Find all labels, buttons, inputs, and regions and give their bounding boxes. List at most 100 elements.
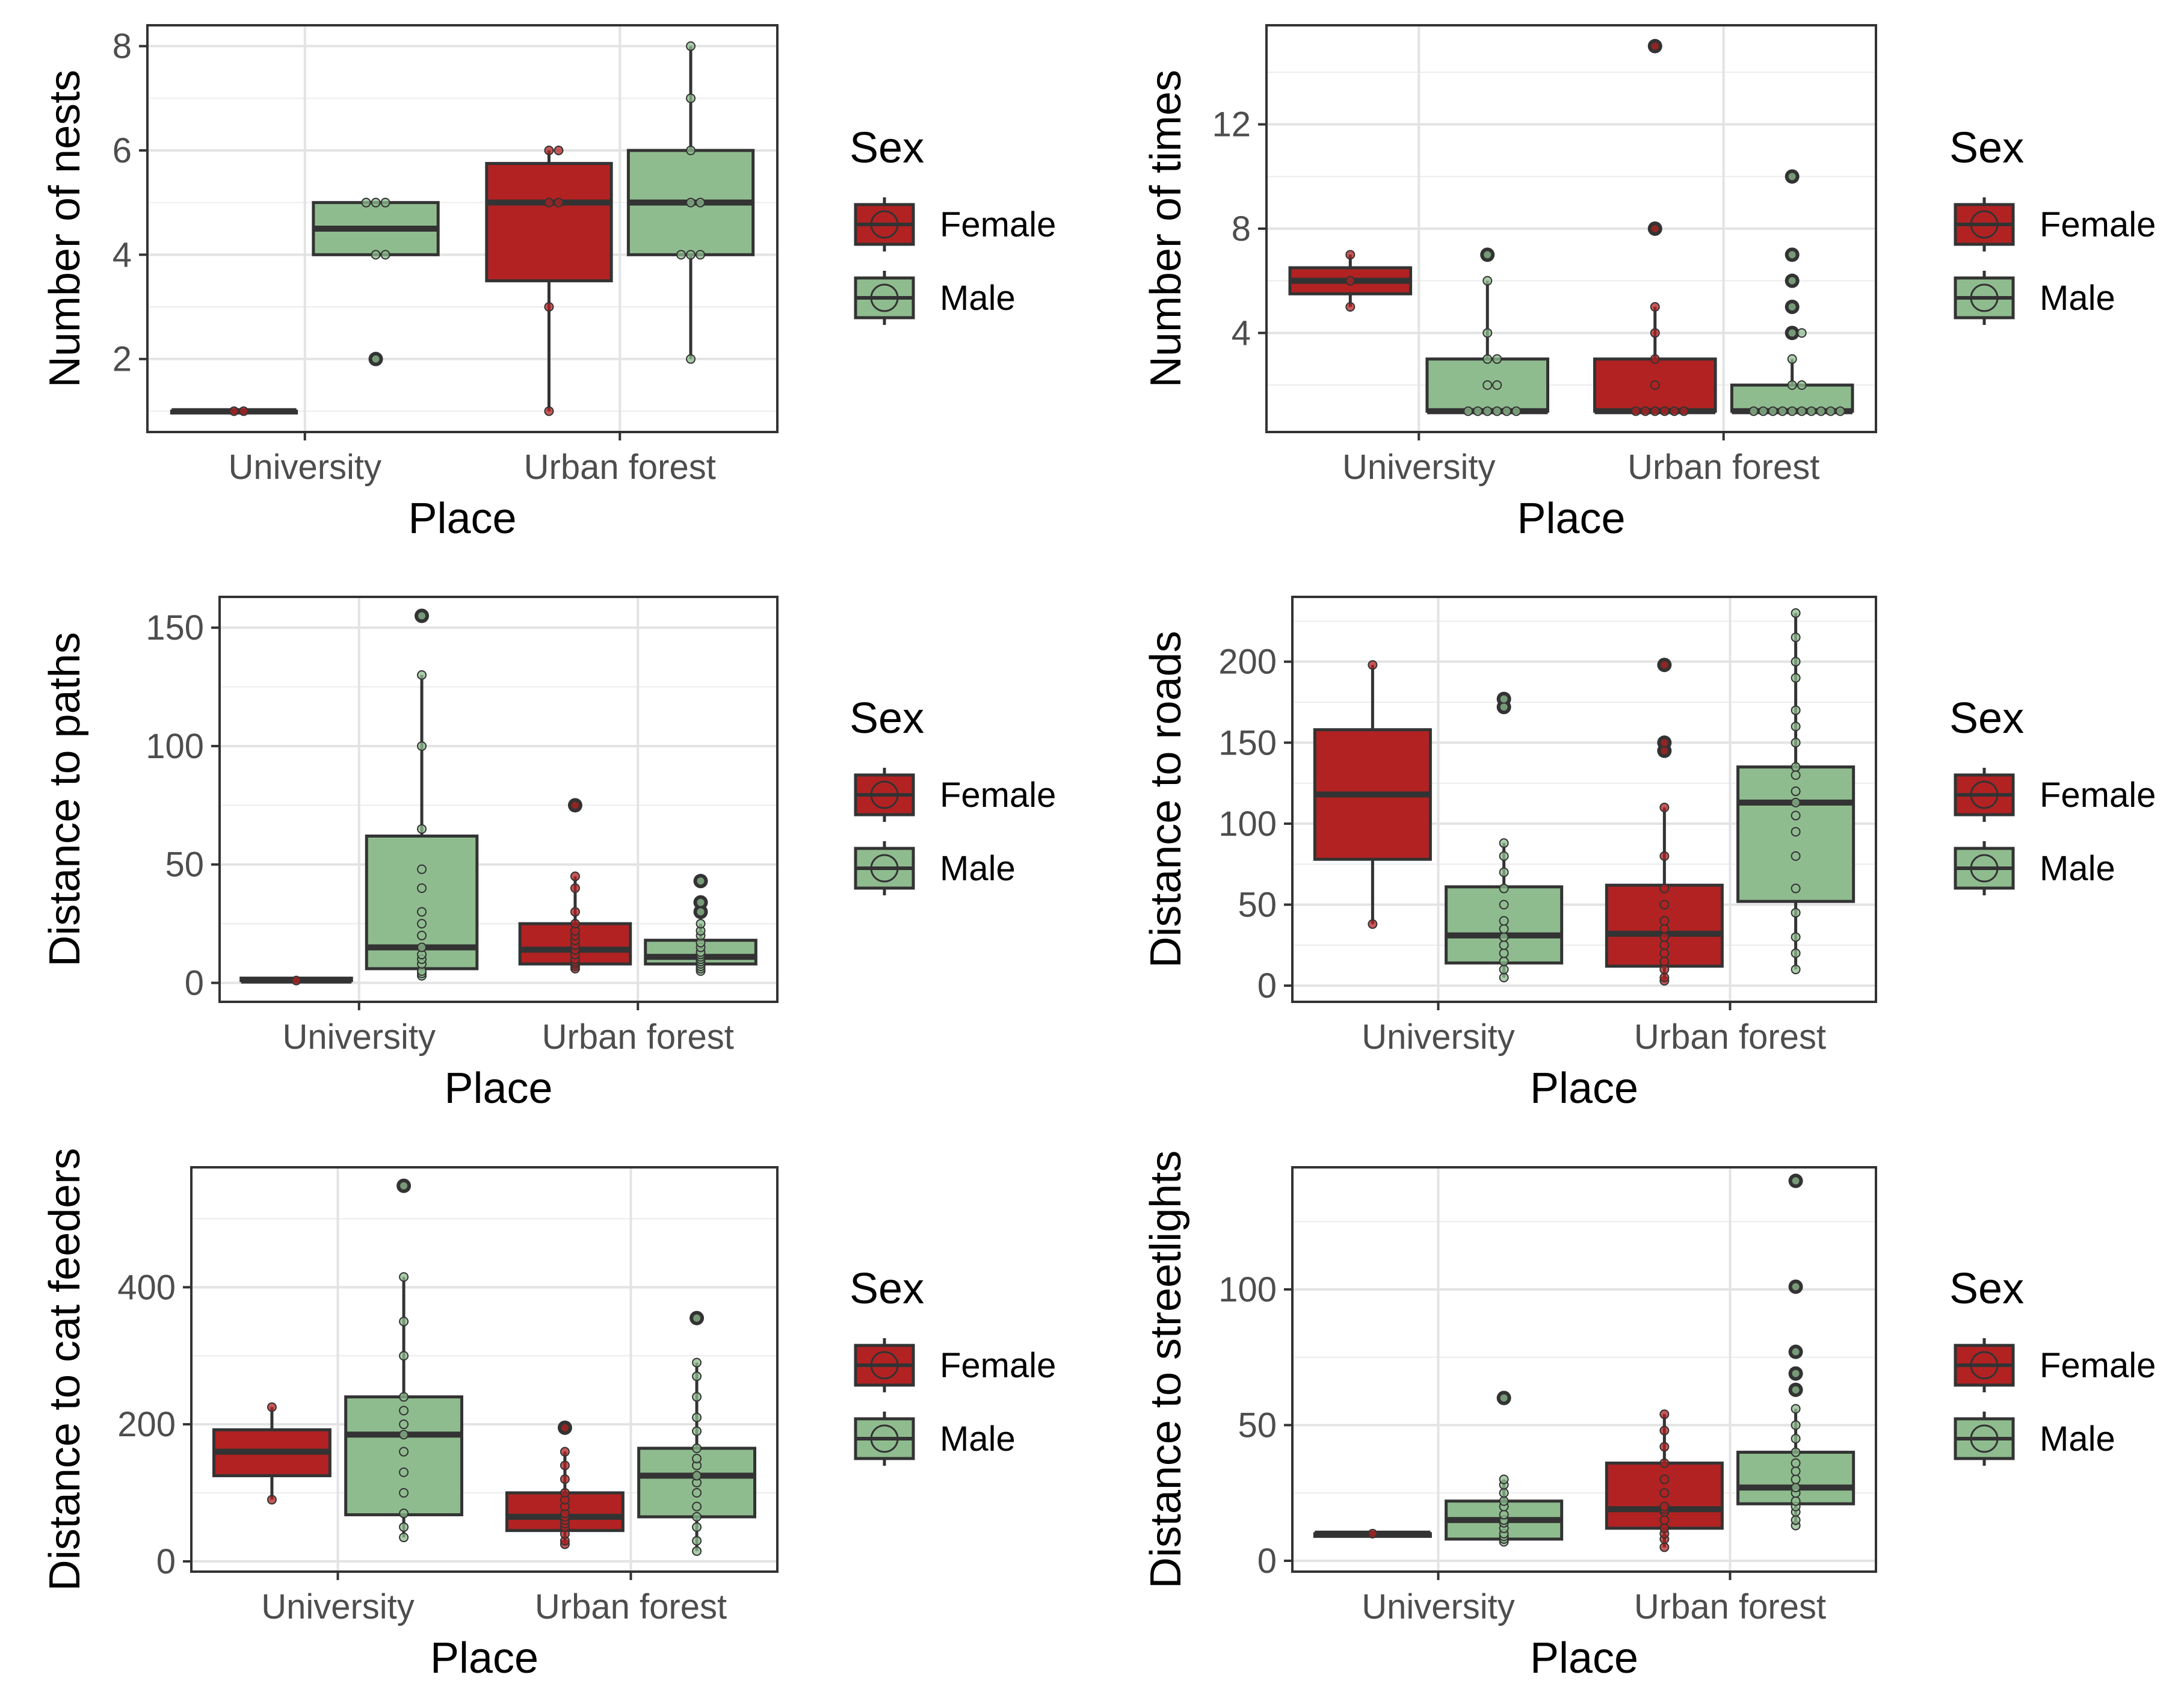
y-tick-label: 150: [1218, 723, 1277, 762]
data-point: [1499, 948, 1509, 959]
box-female-urban-forest: [1605, 1409, 1724, 1552]
x-axis-title: Place: [408, 495, 516, 543]
data-point: [399, 1272, 409, 1282]
data-point: [692, 1536, 702, 1546]
data-point: [560, 1422, 570, 1433]
box-male-urban-forest: [626, 41, 755, 364]
legend-label-female: Female: [940, 776, 1056, 815]
legend: Sex Female Male: [1949, 1265, 2156, 1466]
data-point: [1659, 746, 1670, 756]
data-point: [570, 907, 580, 917]
x-tick-label: University: [282, 1017, 436, 1057]
legend-title: Sex: [1949, 694, 2024, 742]
panel-border: [218, 596, 779, 1003]
data-point: [1791, 1385, 1801, 1395]
legend-key-point: [1970, 854, 1999, 883]
legend-label-female: Female: [2040, 1346, 2156, 1385]
data-point: [544, 197, 554, 208]
data-point: [1659, 1474, 1670, 1484]
data-point: [399, 1488, 409, 1498]
data-point: [399, 1467, 409, 1477]
data-point: [692, 1412, 702, 1422]
data-point: [570, 871, 580, 881]
data-point: [380, 250, 390, 260]
box-male-university: [1445, 691, 1564, 983]
y-tick-label: 150: [146, 608, 204, 647]
data-point: [692, 1371, 702, 1382]
data-point: [1463, 406, 1473, 416]
data-point: [371, 197, 381, 208]
data-point: [417, 670, 427, 680]
legend-label-male: Male: [2040, 279, 2115, 318]
data-point: [696, 876, 706, 886]
data-point: [692, 1454, 702, 1464]
data-point: [570, 919, 580, 929]
data-point: [1791, 1515, 1801, 1525]
data-point: [554, 197, 564, 208]
data-point: [1499, 1474, 1509, 1484]
data-point: [560, 1488, 570, 1498]
data-point: [1659, 660, 1670, 670]
y-tick-label: 0: [1257, 1542, 1277, 1581]
data-point: [1659, 1542, 1670, 1552]
box-female-urban-forest: [1593, 39, 1717, 416]
data-point: [1791, 1368, 1801, 1378]
data-point: [1499, 694, 1509, 704]
y-tick-label: 0: [185, 964, 204, 1003]
box-female-urban-forest: [518, 798, 632, 974]
box-female-university: [1313, 660, 1432, 929]
data-point: [686, 354, 696, 364]
data-point: [1791, 1466, 1801, 1477]
data-point: [399, 1392, 409, 1402]
data-point: [399, 1317, 409, 1327]
data-point: [1659, 1425, 1670, 1436]
y-tick-label: 100: [1218, 804, 1277, 844]
legend-label-male: Male: [940, 279, 1016, 318]
data-point: [1345, 302, 1356, 312]
data-point: [380, 197, 390, 208]
panel-border: [146, 24, 779, 433]
y-tick-label: 50: [165, 845, 204, 885]
box-female-university: [170, 406, 298, 416]
data-point: [361, 197, 371, 208]
legend-title: Sex: [1949, 124, 2024, 172]
box-male-university: [1425, 247, 1549, 416]
y-axis-title: Distance to cat feeders: [41, 1148, 89, 1591]
data-point: [1630, 406, 1641, 416]
y-tick-label: 100: [1218, 1270, 1277, 1309]
data-point: [1650, 41, 1660, 51]
data-point: [1791, 810, 1801, 821]
legend-key-point: [870, 210, 899, 239]
x-tick-label: University: [261, 1587, 415, 1626]
data-point: [1758, 406, 1768, 416]
data-point: [570, 883, 580, 894]
legend-label-female: Female: [2040, 205, 2156, 244]
data-point: [1777, 406, 1788, 416]
y-tick-label: 8: [113, 27, 132, 66]
box-body: [485, 162, 613, 283]
data-point: [399, 1446, 409, 1457]
y-tick-label: 2: [113, 340, 132, 379]
data-point: [1650, 406, 1660, 416]
data-point: [692, 1357, 702, 1368]
data-point: [399, 1419, 409, 1430]
data-point: [417, 611, 427, 621]
data-point: [1791, 1447, 1801, 1457]
data-point: [1482, 406, 1493, 416]
data-point: [1791, 770, 1801, 780]
legend-key-point: [870, 1424, 899, 1453]
data-point: [1499, 702, 1509, 712]
data-point: [1659, 1409, 1670, 1419]
data-point: [1791, 1483, 1801, 1493]
data-point: [1791, 1282, 1801, 1292]
data-point: [1499, 940, 1509, 950]
data-point: [1659, 1442, 1670, 1452]
data-point: [1787, 171, 1797, 182]
legend-title: Sex: [850, 124, 924, 172]
legend-label-male: Male: [940, 849, 1016, 888]
y-axis-title: Distance to streetlights: [1142, 1150, 1190, 1588]
data-point: [1492, 380, 1502, 390]
x-tick-label: University: [1362, 1017, 1515, 1057]
data-point: [1791, 883, 1801, 894]
